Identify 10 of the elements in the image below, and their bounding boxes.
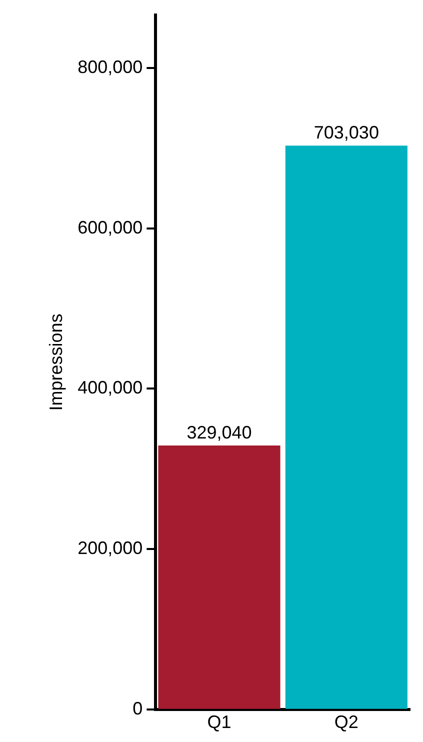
data-label: 703,030 [314,122,379,143]
data-label: 329,040 [186,422,252,443]
x-tick-label: Q2 [334,712,358,732]
y-axis-title: Impressions [46,314,66,411]
x-tick-label: Q1 [207,712,232,732]
y-tick-label: 800,000 [78,56,143,77]
y-tick-label: 200,000 [78,538,143,558]
y-tick-label: 400,000 [78,378,143,398]
y-tick-label: 600,000 [78,217,143,238]
y-tick-label: 0 [132,698,143,718]
